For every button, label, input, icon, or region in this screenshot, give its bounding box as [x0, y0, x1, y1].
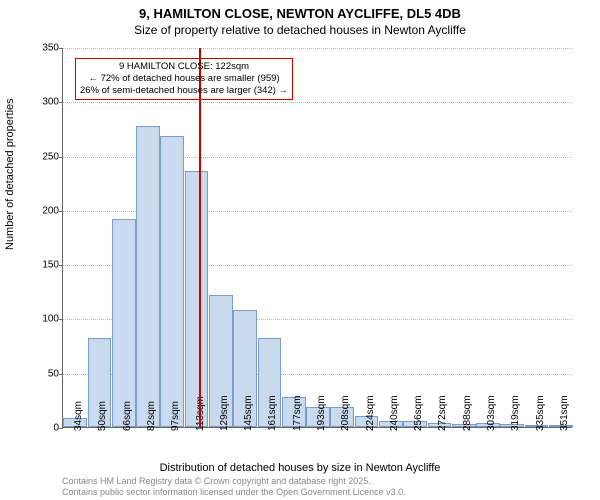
y-tick-label: 50: [48, 368, 59, 379]
annotation-line: 26% of semi-detached houses are larger (…: [80, 85, 288, 97]
y-tick-mark: [59, 157, 63, 158]
histogram-bar: [136, 126, 160, 427]
x-tick-label: 145sqm: [243, 395, 254, 431]
gridline: [63, 102, 572, 103]
y-tick-mark: [59, 265, 63, 266]
annotation-line: 9 HAMILTON CLOSE: 122sqm: [80, 61, 288, 73]
x-tick-label: 224sqm: [365, 395, 376, 431]
x-tick-label: 66sqm: [122, 401, 133, 431]
y-tick-mark: [59, 102, 63, 103]
y-tick-mark: [59, 211, 63, 212]
x-tick-label: 256sqm: [413, 395, 424, 431]
x-tick-label: 288sqm: [462, 395, 473, 431]
x-tick-label: 351sqm: [559, 395, 570, 431]
annotation-box: 9 HAMILTON CLOSE: 122sqm← 72% of detache…: [75, 58, 293, 100]
x-tick-label: 303sqm: [486, 395, 497, 431]
y-tick-mark: [59, 374, 63, 375]
y-tick-label: 200: [42, 205, 59, 216]
plot-area: 05010015020025030035034sqm50sqm66sqm82sq…: [62, 48, 572, 428]
chart-container: 9, HAMILTON CLOSE, NEWTON AYCLIFFE, DL5 …: [0, 0, 600, 500]
y-tick-label: 250: [42, 151, 59, 162]
x-tick-label: 272sqm: [437, 395, 448, 431]
x-tick-label: 97sqm: [170, 401, 181, 431]
title-block: 9, HAMILTON CLOSE, NEWTON AYCLIFFE, DL5 …: [0, 6, 600, 37]
x-tick-label: 193sqm: [316, 395, 327, 431]
x-tick-label: 335sqm: [535, 395, 546, 431]
credits-line: Contains public sector information licen…: [62, 487, 406, 498]
x-tick-label: 50sqm: [97, 401, 108, 431]
y-tick-mark: [59, 48, 63, 49]
x-tick-label: 82sqm: [146, 401, 157, 431]
x-tick-label: 161sqm: [267, 395, 278, 431]
x-tick-label: 177sqm: [292, 395, 303, 431]
y-tick-label: 150: [42, 260, 59, 271]
y-tick-label: 350: [42, 43, 59, 54]
y-tick-label: 0: [53, 423, 59, 434]
y-tick-label: 300: [42, 97, 59, 108]
y-axis-label: Number of detached properties: [4, 98, 16, 250]
credits: Contains HM Land Registry data © Crown c…: [62, 476, 406, 498]
x-tick-label: 319sqm: [510, 395, 521, 431]
y-tick-label: 100: [42, 314, 59, 325]
x-tick-label: 129sqm: [219, 395, 230, 431]
x-axis-label: Distribution of detached houses by size …: [0, 462, 600, 474]
chart-title: 9, HAMILTON CLOSE, NEWTON AYCLIFFE, DL5 …: [0, 6, 600, 21]
x-tick-label: 208sqm: [340, 395, 351, 431]
chart-subtitle: Size of property relative to detached ho…: [0, 23, 600, 37]
y-tick-mark: [59, 319, 63, 320]
annotation-line: ← 72% of detached houses are smaller (95…: [80, 73, 288, 85]
histogram-bar: [112, 219, 136, 427]
gridline: [63, 48, 572, 49]
reference-line: [199, 48, 201, 427]
histogram-bar: [160, 136, 184, 427]
x-tick-label: 34sqm: [73, 401, 84, 431]
y-tick-mark: [59, 428, 63, 429]
histogram-bar: [185, 171, 209, 427]
credits-line: Contains HM Land Registry data © Crown c…: [62, 476, 406, 487]
x-tick-label: 240sqm: [389, 395, 400, 431]
